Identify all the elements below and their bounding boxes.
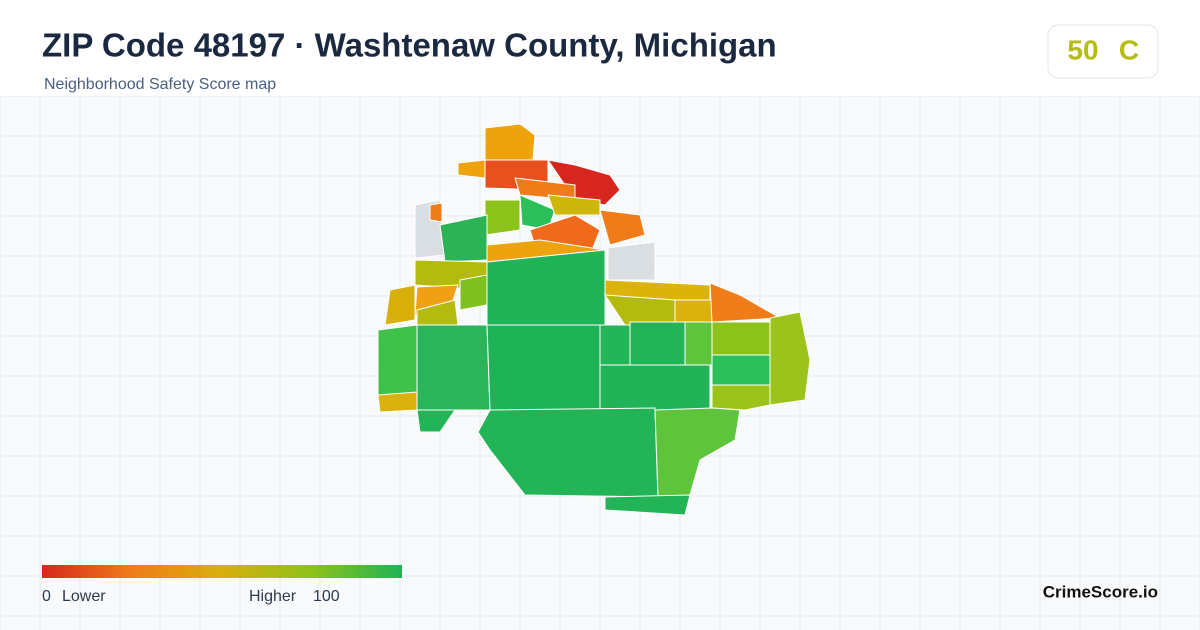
map-region <box>599 209 646 246</box>
legend-max-label: Higher <box>249 588 297 605</box>
map-region <box>599 324 631 366</box>
map-region <box>607 241 656 281</box>
subtitle: Neighborhood Safety Score map <box>44 76 276 93</box>
map-region <box>477 407 659 498</box>
legend-min-label: Lower <box>62 588 106 605</box>
map-region <box>684 321 713 366</box>
map-region <box>377 391 418 413</box>
map-region <box>604 494 691 516</box>
map-region <box>416 409 456 433</box>
map <box>377 123 811 516</box>
map-region <box>384 284 416 326</box>
legend-max: 100 <box>313 588 340 605</box>
map-region <box>599 364 711 411</box>
legend-gradient <box>42 565 402 578</box>
map-region <box>459 274 488 311</box>
map-region <box>457 159 486 179</box>
map-region <box>429 202 443 223</box>
score-value: 50 <box>1067 34 1098 65</box>
map-region <box>484 199 521 236</box>
header-band <box>0 0 1200 96</box>
brand: CrimeScore.io <box>1043 582 1158 601</box>
map-region <box>674 299 713 323</box>
map-region <box>377 324 418 396</box>
map-region <box>629 321 686 366</box>
map-region <box>484 123 536 161</box>
map-region <box>416 324 491 411</box>
score-grade: C <box>1119 34 1139 65</box>
map-region <box>486 324 601 411</box>
map-region <box>486 249 606 326</box>
map-region <box>711 354 771 386</box>
title: ZIP Code 48197 · Washtenaw County, Michi… <box>42 27 777 64</box>
legend-min: 0 <box>42 588 51 605</box>
map-region <box>547 194 601 216</box>
map-region <box>711 384 771 411</box>
score-box <box>1047 24 1159 79</box>
map-region <box>711 321 771 356</box>
